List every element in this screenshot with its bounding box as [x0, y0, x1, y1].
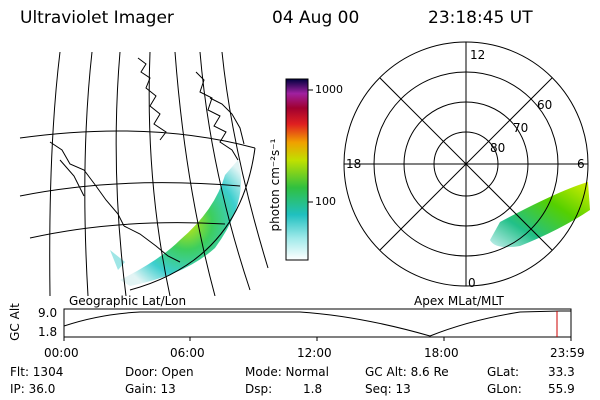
info-door: Door: Open — [125, 365, 194, 379]
date-label: 04 Aug 00 — [272, 8, 360, 28]
info-dsp-value: 1.8 — [303, 382, 323, 396]
timeline-xtick-1800: 18:00 — [424, 346, 459, 360]
timeline-xtick-1200: 12:00 — [297, 346, 332, 360]
info-ip: IP: 36.0 — [10, 382, 56, 396]
info-glon: GLon: — [487, 382, 522, 396]
timeline-ylabel: GC Alt — [8, 303, 22, 341]
mlt-label-6: 6 — [577, 157, 585, 171]
mlt-label-12: 12 — [470, 48, 486, 62]
timeline-xtick-0000: 00:00 — [44, 346, 79, 360]
timeline-ytick-min: 1.8 — [38, 325, 58, 339]
apex-caption: Apex MLat/MLT — [414, 294, 504, 308]
info-gain: Gain: 13 — [125, 382, 176, 396]
mlat-label-60: 60 — [537, 98, 553, 112]
colorbar-gradient — [285, 78, 309, 261]
colorbar-tick-100: 100 — [315, 195, 336, 208]
timeline-xtick-0600: 06:00 — [170, 346, 205, 360]
info-gcalt: GC Alt: 8.6 Re — [365, 365, 449, 379]
mlt-label-0: 0 — [468, 276, 476, 290]
aurora-oval-geographic — [120, 160, 242, 286]
info-dsp: Dsp: — [245, 382, 273, 396]
time-label: 23:18:45 UT — [428, 8, 533, 28]
timeline-ytick-max: 9.0 — [38, 306, 58, 320]
info-seq: Seq: 13 — [365, 382, 411, 396]
altitude-curve — [63, 310, 571, 337]
timeline-xtick-2359: 23:59 — [550, 346, 585, 360]
aurora-oval-polar — [490, 182, 590, 248]
info-glon-value: 55.9 — [548, 382, 575, 396]
info-flt: Flt: 1304 — [10, 365, 64, 379]
app-title: Ultraviolet Imager — [20, 8, 174, 28]
mlat-label-70: 70 — [513, 121, 529, 135]
info-glat-value: 33.3 — [548, 365, 575, 379]
mlt-label-18: 18 — [346, 157, 362, 171]
colorbar-unit-label: photon cm⁻²s⁻¹ — [268, 138, 282, 232]
colorbar-tick-1000: 1000 — [315, 83, 343, 96]
mlat-label-80: 80 — [490, 141, 506, 155]
info-glat: GLat: — [487, 365, 520, 379]
geographic-caption: Geographic Lat/Lon — [69, 294, 187, 308]
info-mode: Mode: Normal — [245, 365, 329, 379]
